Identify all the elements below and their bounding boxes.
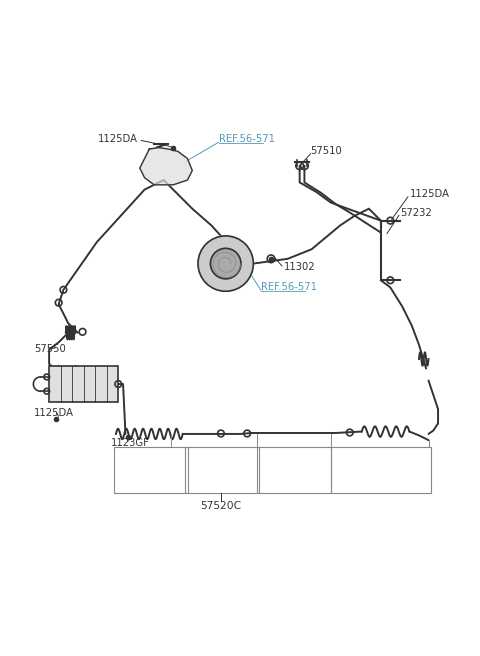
Bar — [257, 447, 331, 493]
Circle shape — [198, 236, 253, 291]
Text: 57232: 57232 — [400, 209, 432, 218]
Bar — [185, 447, 259, 493]
Text: 11302: 11302 — [284, 262, 315, 272]
Bar — [114, 447, 188, 493]
Bar — [331, 447, 431, 493]
Text: 1125DA: 1125DA — [34, 408, 74, 418]
Polygon shape — [140, 148, 192, 185]
Text: 57550: 57550 — [34, 344, 66, 354]
Circle shape — [210, 249, 241, 279]
Text: 1123GF: 1123GF — [111, 438, 150, 447]
Bar — [49, 366, 118, 402]
Text: 1125DA: 1125DA — [97, 134, 137, 144]
Text: REF.56-571: REF.56-571 — [218, 134, 275, 144]
Text: 57520C: 57520C — [200, 501, 241, 510]
Text: 57510: 57510 — [311, 146, 342, 156]
Text: REF.56-571: REF.56-571 — [261, 283, 317, 293]
Text: 1125DA: 1125DA — [409, 190, 449, 199]
